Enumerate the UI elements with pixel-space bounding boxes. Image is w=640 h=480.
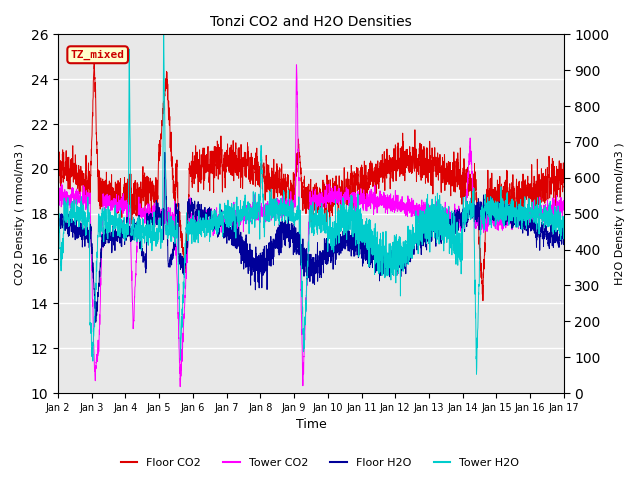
Tower H2O <box>196 230 204 236</box>
Tower H2O <box>160 32 168 37</box>
Tower H2O <box>560 216 568 222</box>
Floor H2O <box>161 149 169 155</box>
Floor CO2 <box>360 190 368 196</box>
Floor CO2 <box>369 184 377 190</box>
Floor H2O <box>92 319 100 325</box>
Tower CO2 <box>360 195 368 201</box>
Floor CO2 <box>90 47 98 53</box>
Floor CO2 <box>163 69 170 74</box>
Floor CO2 <box>512 190 520 195</box>
X-axis label: Time: Time <box>296 419 326 432</box>
Y-axis label: H2O Density ( mmol/m3 ): H2O Density ( mmol/m3 ) <box>615 143 625 285</box>
Line: Tower H2O: Tower H2O <box>58 35 564 374</box>
Floor H2O <box>560 230 568 236</box>
Text: TZ_mixed: TZ_mixed <box>70 49 125 60</box>
Tower CO2 <box>196 216 204 221</box>
Floor CO2 <box>196 175 204 180</box>
Tower CO2 <box>369 192 377 197</box>
Floor H2O <box>163 204 170 210</box>
Floor H2O <box>560 242 568 248</box>
Floor CO2 <box>560 180 568 186</box>
Line: Tower CO2: Tower CO2 <box>58 65 564 387</box>
Floor H2O <box>54 221 62 227</box>
Tower H2O <box>163 219 170 225</box>
Tower CO2 <box>177 384 184 390</box>
Tower H2O <box>54 206 62 212</box>
Tower CO2 <box>512 211 520 216</box>
Tower H2O <box>472 372 480 377</box>
Y-axis label: CO2 Density ( mmol/m3 ): CO2 Density ( mmol/m3 ) <box>15 143 25 285</box>
Floor H2O <box>360 243 368 249</box>
Tower CO2 <box>163 221 170 227</box>
Title: Tonzi CO2 and H2O Densities: Tonzi CO2 and H2O Densities <box>210 15 412 29</box>
Tower H2O <box>360 224 368 229</box>
Tower CO2 <box>54 192 62 197</box>
Floor CO2 <box>54 150 62 156</box>
Floor H2O <box>512 221 520 227</box>
Legend: Floor CO2, Tower CO2, Floor H2O, Tower H2O: Floor CO2, Tower CO2, Floor H2O, Tower H… <box>116 453 524 472</box>
Floor H2O <box>196 212 204 217</box>
Tower H2O <box>512 211 520 216</box>
Line: Floor CO2: Floor CO2 <box>58 50 564 300</box>
Floor CO2 <box>479 298 487 303</box>
Tower CO2 <box>292 62 300 68</box>
Tower H2O <box>560 221 568 227</box>
Line: Floor H2O: Floor H2O <box>58 152 564 322</box>
Floor CO2 <box>560 174 568 180</box>
Tower CO2 <box>560 203 568 208</box>
Tower H2O <box>369 237 377 242</box>
Floor H2O <box>369 251 377 257</box>
Tower CO2 <box>560 207 568 213</box>
